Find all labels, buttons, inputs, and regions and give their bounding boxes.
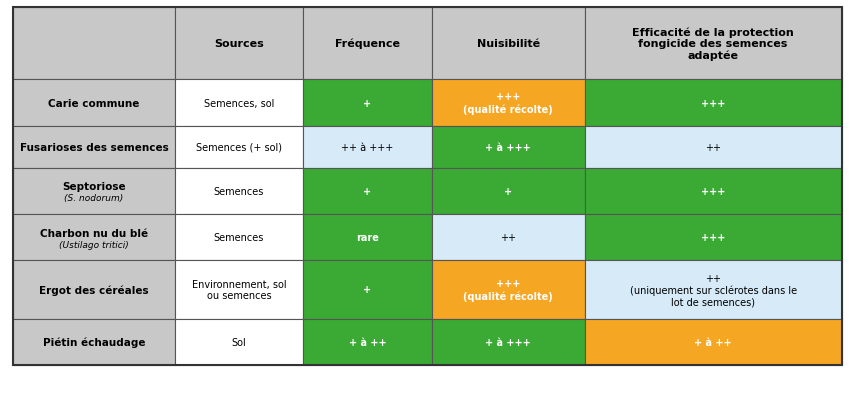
Text: +++
(qualité récolte): +++ (qualité récolte) [463,279,553,301]
Text: +++: +++ [701,233,725,243]
Text: Sol: Sol [231,337,246,347]
Bar [14,319,175,365]
Bar [432,261,585,319]
Text: (S. nodorum): (S. nodorum) [65,194,124,203]
Bar [303,80,432,126]
Text: Semences: Semences [214,233,264,243]
Bar [14,8,842,365]
Text: Nuisibilité: Nuisibilité [477,39,540,49]
Text: Ergot des céréales: Ergot des céréales [39,284,149,295]
Bar [585,319,842,365]
Bar [175,168,303,215]
Bar [303,8,432,80]
Bar [585,215,842,261]
Bar [432,8,585,80]
Text: (Ustilago tritici): (Ustilago tritici) [60,240,129,249]
Bar [14,215,175,261]
Bar [303,168,432,215]
Bar [585,261,842,319]
Bar [303,261,432,319]
Bar [585,80,842,126]
Text: +: + [504,186,513,196]
Text: + à ++: + à ++ [348,337,386,347]
Bar [303,319,432,365]
Bar [432,168,585,215]
Text: Semences (+ sol): Semences (+ sol) [196,142,282,152]
Bar [432,215,585,261]
Text: ++: ++ [500,233,516,243]
Bar [14,8,175,80]
Bar [585,8,842,80]
Text: +: + [363,186,371,196]
Text: + à ++: + à ++ [694,337,732,347]
Bar [14,168,175,215]
Text: Piétin échaudage: Piétin échaudage [42,336,145,347]
Bar [303,215,432,261]
Text: + à +++: + à +++ [485,142,531,152]
Text: Efficacité de la protection
fongicide des semences
adaptée: Efficacité de la protection fongicide de… [632,27,794,61]
Bar [432,319,585,365]
Bar [432,80,585,126]
Text: +: + [363,285,371,295]
Text: +++
(qualité récolte): +++ (qualité récolte) [463,92,553,114]
Bar [175,261,303,319]
Bar [585,168,842,215]
Text: Septoriose: Septoriose [62,182,126,192]
Bar [175,80,303,126]
Text: +: + [363,98,371,108]
Bar [432,126,585,168]
Bar [303,126,432,168]
Text: Semences, sol: Semences, sol [204,98,275,108]
Bar [175,215,303,261]
Text: Carie commune: Carie commune [48,98,139,108]
Bar [175,319,303,365]
Bar [14,126,175,168]
Bar [175,8,303,80]
Text: Fréquence: Fréquence [335,39,400,49]
Bar [14,80,175,126]
Text: ++ à +++: ++ à +++ [341,142,394,152]
Text: + à +++: + à +++ [485,337,531,347]
Text: ++: ++ [706,142,721,152]
Bar [585,126,842,168]
Text: Environnement, sol
ou semences: Environnement, sol ou semences [192,279,286,300]
Text: rare: rare [356,233,379,243]
Text: Charbon nu du blé: Charbon nu du blé [40,228,148,238]
Text: Sources: Sources [214,39,264,49]
Text: ++
(uniquement sur sclérotes dans le
lot de semences): ++ (uniquement sur sclérotes dans le lot… [630,273,796,307]
Bar [175,126,303,168]
Text: +++: +++ [701,186,725,196]
Bar [14,261,175,319]
Text: Semences: Semences [214,186,264,196]
Text: +++: +++ [701,98,725,108]
Text: Fusarioses des semences: Fusarioses des semences [20,142,168,152]
